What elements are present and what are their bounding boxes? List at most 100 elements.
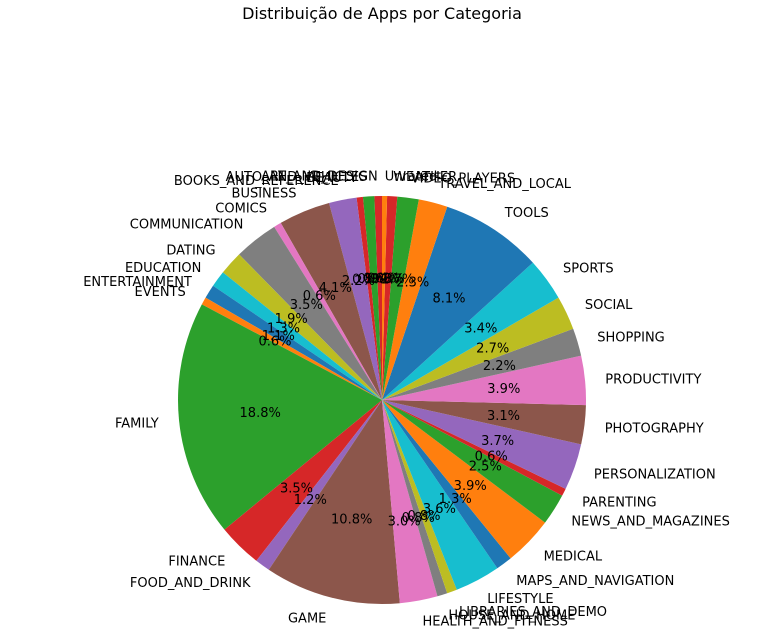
category-label: NEWS_AND_MAGAZINES bbox=[571, 514, 729, 529]
category-label: PHOTOGRAPHY bbox=[605, 421, 704, 436]
percent-label: 0.4% bbox=[367, 272, 400, 287]
percent-label: 18.8% bbox=[240, 406, 281, 421]
category-label: PRODUCTIVITY bbox=[605, 372, 701, 387]
percent-label: 0.6% bbox=[258, 335, 291, 350]
percent-label: 0.5% bbox=[352, 272, 385, 287]
category-label: ART_AND_DESIGN bbox=[261, 170, 378, 185]
pie-slice bbox=[382, 196, 419, 400]
percent-label: 1.7% bbox=[381, 273, 414, 288]
category-label: AUTO_AND_VEHICLES bbox=[226, 170, 368, 185]
pie-slice bbox=[201, 297, 382, 400]
percent-label: 10.8% bbox=[331, 513, 372, 528]
percent-label: 3.6% bbox=[423, 502, 456, 517]
pie-slice bbox=[222, 254, 382, 400]
category-label: LIBRARIES_AND_DEMO bbox=[459, 605, 607, 620]
category-label: FINANCE bbox=[168, 555, 225, 570]
category-label: FAMILY bbox=[115, 416, 159, 431]
category-label: COMMUNICATION bbox=[130, 218, 244, 233]
percent-label: 0.6% bbox=[303, 289, 336, 304]
percent-label: 1.3% bbox=[439, 492, 472, 507]
percent-label: 1.2% bbox=[294, 493, 327, 508]
category-label: SPORTS bbox=[563, 261, 614, 276]
pie-slice bbox=[382, 400, 438, 604]
pie-slice bbox=[382, 199, 448, 400]
category-label: EDUCATION bbox=[125, 261, 201, 276]
category-label: MEDICAL bbox=[544, 550, 603, 565]
percent-label: 0.6% bbox=[475, 449, 508, 464]
percent-label: 0.8% bbox=[402, 511, 435, 526]
pie-slice bbox=[382, 400, 498, 590]
percent-label: 3.5% bbox=[290, 298, 323, 313]
pie-slice bbox=[213, 272, 382, 400]
pie-slice bbox=[382, 262, 559, 400]
category-label: BOOKS_AND_REFERENCE bbox=[174, 174, 339, 189]
category-label: COMICS bbox=[215, 201, 267, 216]
pie-slice bbox=[382, 297, 574, 400]
pie-slice bbox=[239, 226, 382, 400]
percent-label: 0.8% bbox=[372, 272, 405, 287]
pie-slice bbox=[224, 400, 382, 561]
percent-label: 3.9% bbox=[454, 479, 487, 494]
category-label: GAME bbox=[288, 611, 326, 626]
pie-slice bbox=[280, 203, 382, 400]
pie-slices bbox=[178, 195, 587, 605]
percent-label: 0.9% bbox=[357, 272, 390, 287]
percent-label: 4.1% bbox=[319, 281, 352, 296]
pie-slice bbox=[374, 195, 382, 400]
pie-slice bbox=[205, 285, 382, 400]
percent-label: 2.7% bbox=[476, 342, 509, 357]
category-label: EVENTS bbox=[135, 285, 186, 300]
category-label: FOOD_AND_DRINK bbox=[130, 576, 251, 591]
pie-slice bbox=[382, 400, 586, 445]
percent-label: 1.9% bbox=[275, 312, 308, 327]
category-label: VIDEO_PLAYERS bbox=[411, 171, 515, 186]
pie-slice bbox=[382, 196, 398, 400]
pie-slice bbox=[382, 206, 533, 400]
percent-label: 3.1% bbox=[487, 409, 520, 424]
percent-label: 0.8% bbox=[407, 509, 440, 524]
category-label: TRAVEL_AND_LOCAL bbox=[437, 177, 571, 192]
category-label: BEAUTY bbox=[306, 171, 357, 186]
pie-slice bbox=[382, 400, 511, 569]
percent-label: 2.5% bbox=[469, 460, 502, 475]
pie-slice bbox=[256, 400, 382, 570]
percent-label: 3.4% bbox=[464, 322, 497, 337]
pie-slice bbox=[178, 304, 382, 530]
category-label: ENTERTAINMENT bbox=[83, 275, 192, 290]
percent-label: 2.2% bbox=[483, 359, 516, 374]
pie-slice bbox=[382, 400, 546, 559]
pie-slice bbox=[362, 196, 382, 400]
pie-slice bbox=[329, 197, 382, 400]
pie-slice bbox=[382, 400, 563, 523]
percent-label: 3.9% bbox=[487, 382, 520, 397]
category-label: PERSONALIZATION bbox=[594, 468, 716, 483]
category-label: SHOPPING bbox=[597, 330, 665, 345]
percent-label: 3.7% bbox=[481, 434, 514, 449]
pie-slice bbox=[382, 400, 566, 496]
pie-slice bbox=[382, 400, 582, 489]
category-label: TOOLS bbox=[504, 206, 549, 221]
pie-slice bbox=[356, 196, 382, 400]
pie-slice bbox=[382, 328, 582, 400]
percent-label: 2.2% bbox=[342, 274, 375, 289]
percent-label: 8.1% bbox=[432, 292, 465, 307]
pie-slice bbox=[382, 400, 448, 597]
category-label: Unrated bbox=[385, 170, 437, 185]
category-label: HOUSE_AND_HOME bbox=[448, 608, 575, 623]
category-labels: ART_AND_DESIGNAUTO_AND_VEHICLESBEAUTYBOO… bbox=[83, 170, 730, 630]
category-label: PARENTING bbox=[582, 496, 656, 511]
category-label: SOCIAL bbox=[585, 298, 633, 313]
category-label: DATING bbox=[166, 244, 215, 259]
percent-label: 3.5% bbox=[280, 482, 313, 497]
category-label: HEALTH_AND_FITNESS bbox=[423, 615, 568, 630]
category-label: MAPS_AND_NAVIGATION bbox=[516, 574, 674, 589]
percent-label: 2.3% bbox=[396, 276, 429, 291]
percent-label: 1.3% bbox=[267, 321, 300, 336]
percent-label: 1.1% bbox=[262, 329, 295, 344]
chart-title: Distribuição de Apps por Categoria bbox=[242, 4, 522, 23]
pie-slice bbox=[268, 400, 400, 605]
pie-slice bbox=[382, 195, 388, 400]
category-label: LIFESTYLE bbox=[487, 592, 553, 607]
percent-labels: 0.6%0.9%0.5%2.2%4.1%0.6%3.5%1.9%1.3%1.1%… bbox=[240, 272, 521, 530]
